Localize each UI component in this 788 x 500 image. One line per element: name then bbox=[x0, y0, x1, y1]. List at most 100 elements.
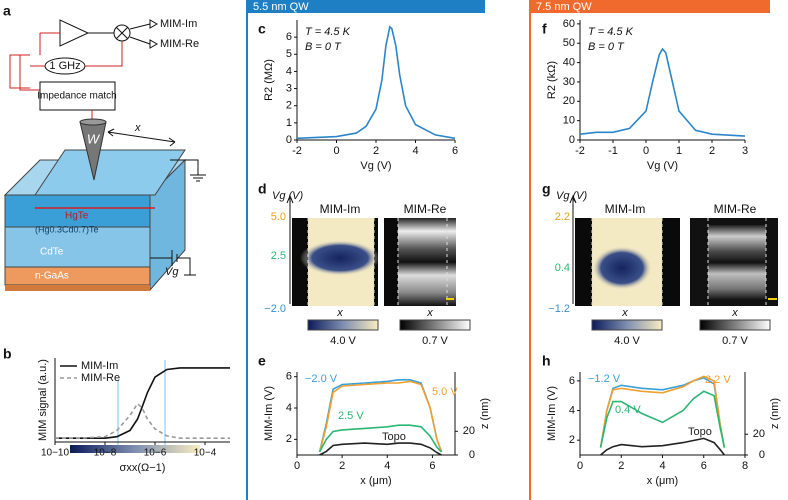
y-tick-label: 5 bbox=[286, 48, 292, 60]
tip-label: W bbox=[87, 131, 101, 146]
colorbar bbox=[699, 319, 771, 331]
tick-label: 2.5 bbox=[271, 250, 286, 262]
y-tick-label: 4 bbox=[286, 65, 292, 77]
x-tick-label: 2 bbox=[373, 145, 379, 157]
y-tick-label: 60 bbox=[563, 18, 575, 30]
panel-label: a bbox=[3, 3, 11, 19]
y-tick-label: 2 bbox=[286, 433, 292, 445]
wire bbox=[88, 23, 151, 45]
annotation: B = 0 T bbox=[305, 41, 342, 53]
y2-tick-label: 20 bbox=[753, 428, 765, 440]
image bbox=[592, 246, 652, 290]
colorbar-label: 4.0 V bbox=[614, 335, 640, 347]
x-tick-label: 6 bbox=[429, 460, 435, 472]
x-tick-label: 10−8 bbox=[94, 448, 117, 459]
image bbox=[384, 218, 398, 306]
y-tick-label: 6 bbox=[286, 371, 292, 383]
series-label: −1.2 V bbox=[588, 373, 621, 385]
edge-line bbox=[591, 218, 767, 306]
image bbox=[300, 240, 380, 276]
y-tick-label: 0 bbox=[286, 134, 292, 146]
axis-label: Vg (V) bbox=[272, 190, 304, 202]
colorbar bbox=[591, 319, 663, 331]
gate-source bbox=[150, 250, 196, 276]
y-tick-label: 3 bbox=[286, 82, 292, 94]
y2-axis-label: z (nm) bbox=[479, 398, 491, 429]
legend-label: MIM-Re bbox=[81, 372, 120, 384]
output-label: MIM-Im bbox=[160, 18, 197, 30]
x-tick-label: 6 bbox=[701, 460, 707, 472]
y-tick-label: 40 bbox=[563, 56, 575, 68]
data-line bbox=[319, 442, 442, 456]
matching-label: Impedance match bbox=[37, 91, 117, 102]
panel-label: f bbox=[542, 21, 547, 37]
panel-label: g bbox=[542, 181, 551, 197]
image-g bbox=[569, 194, 778, 331]
x-tick-label: 10−6 bbox=[144, 448, 167, 459]
diagram bbox=[3, 19, 206, 292]
colorbar bbox=[70, 445, 200, 453]
layer-label: HgTe bbox=[65, 211, 89, 222]
matching-box bbox=[39, 81, 116, 111]
edge-line bbox=[307, 218, 448, 306]
series-label: Topo bbox=[382, 431, 406, 443]
panel-label: d bbox=[258, 181, 267, 197]
panel-label: h bbox=[542, 353, 551, 369]
x-tick-label: 0 bbox=[643, 145, 649, 157]
x-tick-label: 2 bbox=[709, 145, 715, 157]
tick-label: 2.2 bbox=[555, 211, 570, 223]
layer-label: CdTe bbox=[40, 247, 64, 258]
amplifier bbox=[59, 19, 90, 47]
image-title: MIM-Im bbox=[605, 202, 646, 216]
layer bbox=[4, 194, 151, 228]
y2-axis-label: z (nm) bbox=[769, 398, 781, 429]
y-axis-label: R2 (MΩ) bbox=[263, 59, 275, 101]
x-label: x bbox=[426, 307, 433, 319]
data-line bbox=[318, 380, 443, 453]
header: 5.5 nm QW bbox=[253, 1, 309, 13]
x-axis-label: σxx(Ω−1) bbox=[120, 462, 166, 474]
gate-label: Vg bbox=[165, 266, 179, 278]
panel-label: e bbox=[258, 353, 266, 369]
tick-label: 5.0 bbox=[271, 211, 286, 223]
scan-label: x bbox=[134, 122, 141, 134]
colorbar-label: 4.0 V bbox=[330, 335, 356, 347]
data-line bbox=[599, 375, 726, 448]
y-tick-label: 2 bbox=[286, 100, 292, 112]
series-label: 0.4 V bbox=[615, 404, 641, 416]
y-tick-label: 30 bbox=[563, 76, 575, 88]
series-label: 2.5 V bbox=[338, 410, 364, 422]
x-tick-label: 0 bbox=[294, 460, 300, 472]
x-tick-label: 6 bbox=[452, 145, 458, 157]
data-line bbox=[579, 47, 746, 137]
series-label: Topo bbox=[688, 426, 712, 438]
output-label: MIM-Re bbox=[160, 38, 199, 50]
y2-tick-label: 0 bbox=[469, 449, 475, 461]
x-tick-label: -1 bbox=[608, 145, 618, 157]
x-axis-label: x (μm) bbox=[647, 475, 678, 487]
y-tick-label: 0 bbox=[569, 134, 575, 146]
axis-arrow bbox=[286, 194, 294, 304]
layer-label: n-GaAs bbox=[35, 271, 69, 282]
x-tick-label: 10−10 bbox=[41, 448, 70, 459]
y-axis-label: R2 (kΩ) bbox=[546, 61, 558, 99]
ground bbox=[170, 159, 206, 182]
tip-top bbox=[79, 118, 107, 126]
image bbox=[708, 225, 766, 300]
series-label: 5.0 V bbox=[432, 386, 458, 398]
image-title: MIM-Re bbox=[404, 202, 447, 216]
image-title: MIM-Re bbox=[714, 202, 757, 216]
image-title: MIM-Im bbox=[320, 202, 361, 216]
annotation: T = 4.5 K bbox=[588, 26, 634, 38]
y-axis-label: MIM signal (a.u.) bbox=[37, 359, 49, 441]
x-tick-label: 0 bbox=[577, 460, 583, 472]
data-line bbox=[296, 25, 456, 140]
data-line bbox=[55, 402, 230, 439]
tick-label: −1.2 bbox=[548, 303, 570, 315]
output-arrow bbox=[149, 19, 159, 29]
x-tick-label: 8 bbox=[742, 460, 748, 472]
annotation: B = 0 T bbox=[588, 41, 625, 53]
layer-label: (Hg0.3Cd0.7)Te bbox=[35, 224, 99, 234]
x-tick-label: 0 bbox=[333, 145, 339, 157]
